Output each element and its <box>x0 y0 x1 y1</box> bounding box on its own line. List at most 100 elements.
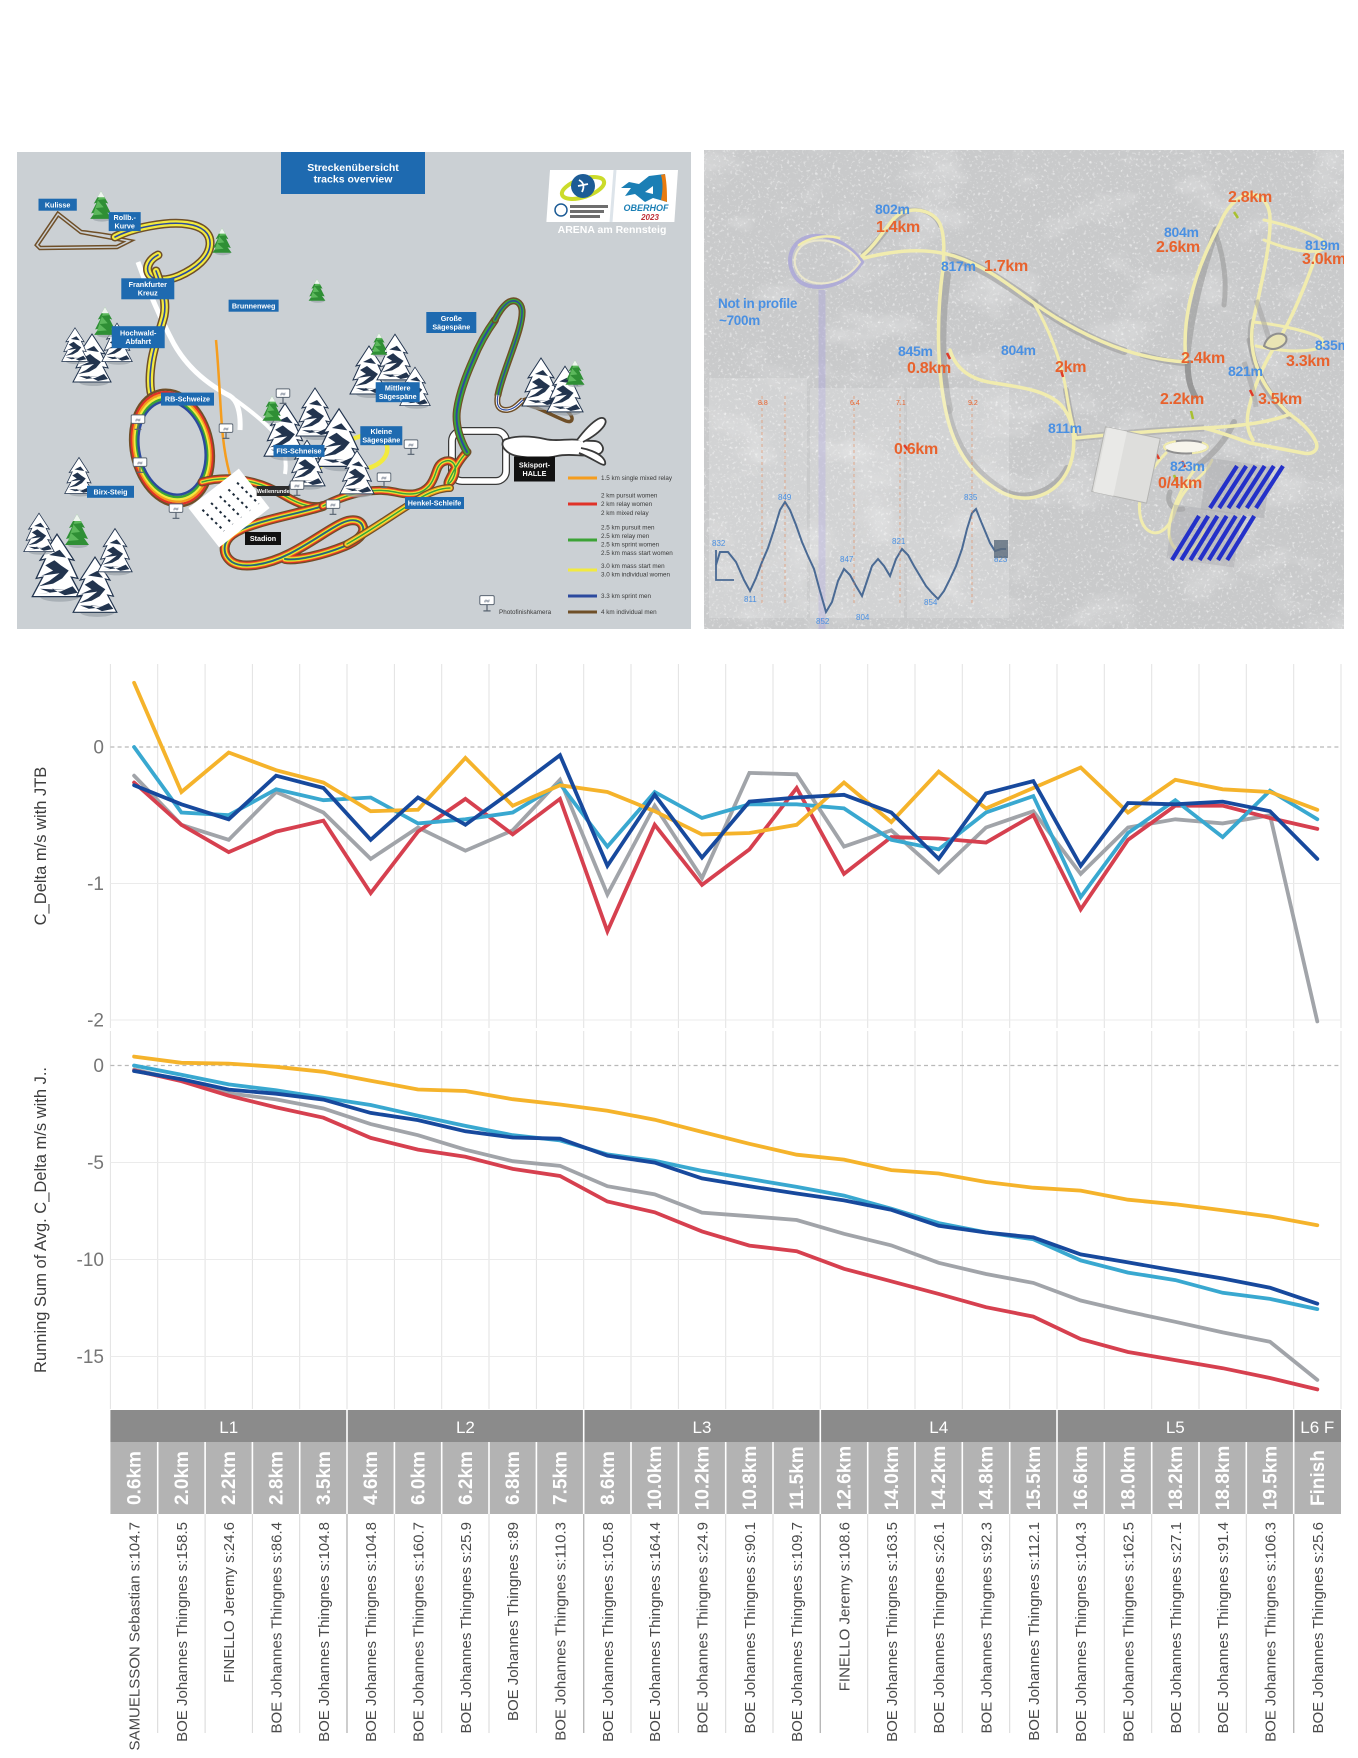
svg-text:19.5km: 19.5km <box>1261 1446 1282 1510</box>
svg-text:18.2km: 18.2km <box>1166 1446 1187 1510</box>
svg-text:2.8km: 2.8km <box>267 1451 288 1505</box>
svg-text:3.0 km individual women: 3.0 km individual women <box>601 572 670 579</box>
svg-text:BOE Johannes Thingnes s:109.7: BOE Johannes Thingnes s:109.7 <box>789 1522 806 1742</box>
svg-text:-15: -15 <box>77 1347 104 1368</box>
svg-text:BOE Johannes Thingnes s:24.9: BOE Johannes Thingnes s:24.9 <box>695 1522 712 1734</box>
svg-text:18.8km: 18.8km <box>1213 1446 1234 1510</box>
svg-text:0.8km: 0.8km <box>907 360 951 377</box>
svg-text:Wellenrunde: Wellenrunde <box>257 489 290 495</box>
svg-text:802m: 802m <box>875 201 910 217</box>
svg-text:6.2km: 6.2km <box>456 1451 477 1505</box>
svg-text:2 km mixed relay: 2 km mixed relay <box>601 510 649 517</box>
svg-text:OBERHOF: OBERHOF <box>624 203 670 213</box>
svg-text:2km: 2km <box>1055 359 1086 376</box>
svg-text:2.5 km pursuit men: 2.5 km pursuit men <box>601 524 655 531</box>
svg-text:-10: -10 <box>77 1250 104 1271</box>
svg-text:847: 847 <box>840 555 854 564</box>
svg-text:C_Delta m/s with JTB: C_Delta m/s with JTB <box>32 767 50 926</box>
svg-text:811: 811 <box>744 595 757 604</box>
svg-text:BOE Johannes Thingnes s:158.5: BOE Johannes Thingnes s:158.5 <box>174 1522 191 1742</box>
svg-text:Finish: Finish <box>1308 1450 1329 1506</box>
svg-text:Kurve: Kurve <box>115 221 135 230</box>
svg-text:15.5km: 15.5km <box>1024 1446 1045 1510</box>
svg-text:8.6km: 8.6km <box>598 1451 619 1505</box>
svg-text:6.4: 6.4 <box>850 400 860 407</box>
svg-text:18.0km: 18.0km <box>1119 1446 1140 1510</box>
svg-text:HALLE: HALLE <box>523 469 547 478</box>
svg-text:6.0km: 6.0km <box>409 1451 430 1505</box>
svg-text:0: 0 <box>93 738 104 759</box>
svg-text:2.4km: 2.4km <box>1181 350 1225 367</box>
svg-text:BOE Johannes Thingnes s:160.7: BOE Johannes Thingnes s:160.7 <box>411 1522 428 1742</box>
svg-text:835: 835 <box>964 493 978 502</box>
svg-text:821: 821 <box>892 537 906 546</box>
svg-text:12.6km: 12.6km <box>835 1446 856 1510</box>
svg-text:BOE Johannes Thingnes s:92.3: BOE Johannes Thingnes s:92.3 <box>979 1522 996 1734</box>
svg-text:FINELLO Jeremy s:24.6: FINELLO Jeremy s:24.6 <box>221 1522 238 1683</box>
svg-text:3.5km: 3.5km <box>314 1451 335 1505</box>
svg-text:821m: 821m <box>1228 363 1263 379</box>
svg-text:Birx-Steig: Birx-Steig <box>94 487 128 496</box>
svg-text:14.0km: 14.0km <box>882 1446 903 1510</box>
svg-text:2.6km: 2.6km <box>1156 239 1200 256</box>
svg-text:7.1: 7.1 <box>896 400 906 407</box>
svg-text:BOE Johannes Thingnes s:26.1: BOE Johannes Thingnes s:26.1 <box>931 1522 948 1734</box>
svg-text:1.5 km single mixed relay: 1.5 km single mixed relay <box>601 475 673 482</box>
svg-text:0: 0 <box>93 1056 104 1077</box>
svg-text:16.6km: 16.6km <box>1071 1446 1092 1510</box>
svg-text:804m: 804m <box>1001 342 1036 358</box>
svg-text:0/4km: 0/4km <box>1158 475 1202 492</box>
svg-text:SAMUELSSON Sebastian s:104.7: SAMUELSSON Sebastian s:104.7 <box>127 1522 144 1750</box>
svg-text:FIS-Schneise: FIS-Schneise <box>276 447 321 456</box>
svg-text:10.2km: 10.2km <box>693 1446 714 1510</box>
svg-text:2.5 km mass start women: 2.5 km mass start women <box>601 550 673 557</box>
svg-text:BOE Johannes Thingnes s:25.9: BOE Johannes Thingnes s:25.9 <box>458 1522 475 1734</box>
svg-text:2023: 2023 <box>640 213 659 222</box>
svg-text:804m: 804m <box>1164 224 1199 240</box>
svg-text:823: 823 <box>994 555 1008 564</box>
svg-text:Sägespäne: Sägespäne <box>379 392 417 401</box>
svg-text:tracks overview: tracks overview <box>314 174 394 186</box>
svg-text:BOE Johannes Thingnes s:106.3: BOE Johannes Thingnes s:106.3 <box>1263 1522 1280 1742</box>
svg-text:~700m: ~700m <box>719 313 760 328</box>
svg-text:BOE Johannes Thingnes s:27.1: BOE Johannes Thingnes s:27.1 <box>1168 1522 1185 1734</box>
svg-text:BOE Johannes Thingnes s:112.1: BOE Johannes Thingnes s:112.1 <box>1026 1522 1043 1741</box>
svg-text:BOE Johannes Thingnes s:89: BOE Johannes Thingnes s:89 <box>505 1522 522 1721</box>
svg-text:2 km pursuit women: 2 km pursuit women <box>601 493 658 500</box>
svg-text:Frankfurter: Frankfurter <box>129 280 168 289</box>
svg-text:2.2km: 2.2km <box>1160 391 1204 408</box>
svg-text:Mittlere: Mittlere <box>385 384 411 393</box>
svg-text:L4: L4 <box>929 1418 948 1437</box>
svg-text:Rollb.-: Rollb.- <box>114 213 137 222</box>
svg-text:L6 F: L6 F <box>1300 1418 1334 1437</box>
svg-text:Abfahrt: Abfahrt <box>125 337 151 346</box>
svg-text:2.2km: 2.2km <box>219 1451 240 1505</box>
svg-text:BOE Johannes Thingnes s:86.4: BOE Johannes Thingnes s:86.4 <box>269 1522 286 1734</box>
svg-text:835m: 835m <box>1315 337 1344 353</box>
svg-text:3.3km: 3.3km <box>1286 353 1330 370</box>
svg-text:804: 804 <box>856 613 870 622</box>
svg-text:Sägespäne: Sägespäne <box>362 436 400 445</box>
svg-text:4.6km: 4.6km <box>361 1451 382 1505</box>
svg-text:BOE Johannes Thingnes s:105.8: BOE Johannes Thingnes s:105.8 <box>600 1522 617 1742</box>
svg-text:817m: 817m <box>941 258 976 274</box>
svg-text:823m: 823m <box>1170 458 1205 474</box>
svg-text:BOE Johannes Thingnes s:104.8: BOE Johannes Thingnes s:104.8 <box>363 1522 380 1742</box>
svg-text:819m: 819m <box>1305 237 1340 253</box>
svg-text:2.8km: 2.8km <box>1228 189 1272 206</box>
svg-text:3.5km: 3.5km <box>1258 391 1302 408</box>
svg-text:0.6km: 0.6km <box>125 1451 146 1505</box>
svg-text:-2: -2 <box>87 1011 104 1032</box>
svg-text:10.8km: 10.8km <box>740 1446 761 1510</box>
svg-text:FINELLO Jeremy s:108.6: FINELLO Jeremy s:108.6 <box>837 1522 854 1691</box>
svg-text:L1: L1 <box>219 1418 238 1437</box>
svg-text:1.7km: 1.7km <box>984 258 1028 275</box>
svg-text:Sägespäne: Sägespäne <box>432 322 470 331</box>
svg-text:2.0km: 2.0km <box>172 1451 193 1505</box>
svg-text:832: 832 <box>712 539 726 548</box>
svg-text:4 km individual men: 4 km individual men <box>601 609 657 616</box>
svg-text:0.6km: 0.6km <box>894 441 938 458</box>
svg-text:Brunnenweg: Brunnenweg <box>232 301 276 310</box>
svg-text:RB-Schweize: RB-Schweize <box>165 395 210 404</box>
svg-text:6.8km: 6.8km <box>503 1451 524 1505</box>
